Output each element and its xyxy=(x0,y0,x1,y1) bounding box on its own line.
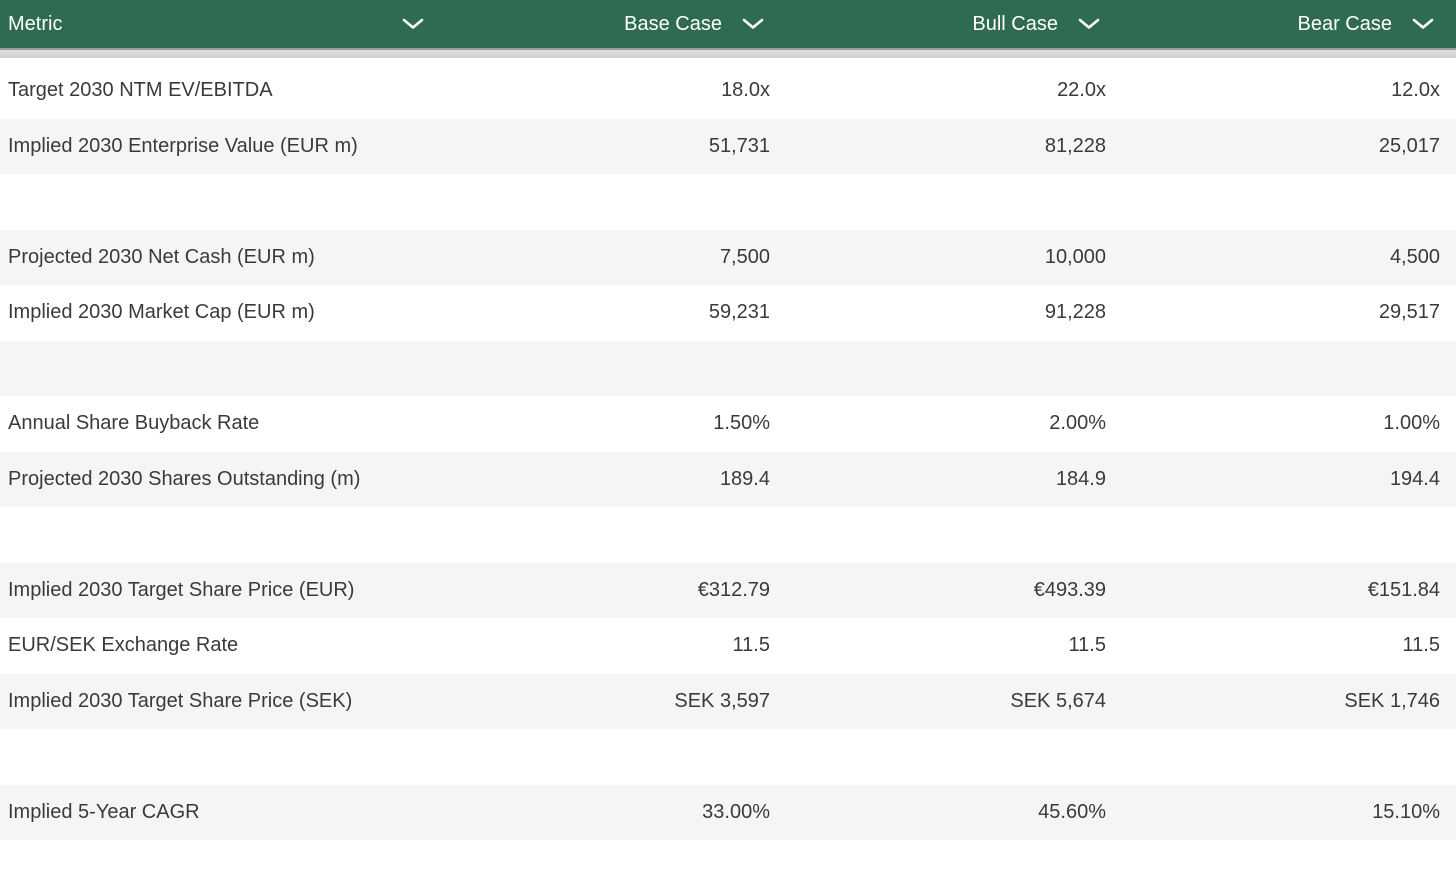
bull-case-value: 10,000 xyxy=(1044,245,1106,268)
header-base-case[interactable]: Base Case xyxy=(440,0,786,48)
bear-case-value: 29,517 xyxy=(1378,301,1440,324)
table-row: EUR/SEK Exchange Rate 11.5 11.5 11.5 xyxy=(0,618,1456,674)
base-case-value: 1.50% xyxy=(713,412,770,435)
bear-case-value: 25,017 xyxy=(1378,134,1440,157)
header-bear-case-label: Bear Case xyxy=(1297,12,1393,35)
bull-case-value: 11.5 xyxy=(1068,634,1106,657)
header-bull-case-label: Bull Case xyxy=(972,12,1058,35)
bull-case-value: 2.00% xyxy=(1049,412,1106,435)
header-base-case-label: Base Case xyxy=(624,12,722,35)
table-row-blank xyxy=(0,174,1456,230)
bull-case-value: 91,228 xyxy=(1044,301,1106,324)
base-case-value: 33.00% xyxy=(702,800,770,823)
bear-case-value: €151.84 xyxy=(1367,578,1440,601)
metric-label: Target 2030 NTM EV/EBITDA xyxy=(8,79,273,102)
bull-case-value: 184.9 xyxy=(1055,467,1106,490)
metric-label: Implied 2030 Market Cap (EUR m) xyxy=(8,301,315,324)
table-row: Implied 5-Year CAGR 33.00% 45.60% 15.10% xyxy=(0,784,1456,840)
bear-case-value: 4,500 xyxy=(1389,245,1440,268)
table-body: Target 2030 NTM EV/EBITDA 18.0x 22.0x 12… xyxy=(0,63,1456,840)
header-bull-case[interactable]: Bull Case xyxy=(786,0,1122,48)
table-row: Target 2030 NTM EV/EBITDA 18.0x 22.0x 12… xyxy=(0,63,1456,119)
metric-label: Projected 2030 Shares Outstanding (m) xyxy=(8,467,361,490)
bear-case-value: SEK 1,746 xyxy=(1344,689,1440,712)
table-row-blank xyxy=(0,340,1456,396)
table-row: Implied 2030 Target Share Price (SEK) SE… xyxy=(0,673,1456,729)
bull-case-value: 22.0x xyxy=(1057,79,1106,102)
header-bear-case[interactable]: Bear Case xyxy=(1122,0,1456,48)
bull-case-value: 45.60% xyxy=(1038,800,1106,823)
base-case-value: 59,231 xyxy=(708,301,770,324)
chevron-down-icon xyxy=(742,18,764,30)
bull-case-value: €493.39 xyxy=(1033,578,1106,601)
base-case-value: 7,500 xyxy=(719,245,770,268)
bear-case-value: 1.00% xyxy=(1383,412,1440,435)
metric-label: EUR/SEK Exchange Rate xyxy=(8,634,239,657)
bear-case-value: 12.0x xyxy=(1391,79,1440,102)
base-case-value: 11.5 xyxy=(732,634,770,657)
table-row: Annual Share Buyback Rate 1.50% 2.00% 1.… xyxy=(0,396,1456,452)
bull-case-value: SEK 5,674 xyxy=(1010,689,1106,712)
base-case-value: 51,731 xyxy=(708,134,770,157)
chevron-down-icon xyxy=(1412,18,1434,30)
metric-label: Implied 5-Year CAGR xyxy=(8,800,200,823)
base-case-value: SEK 3,597 xyxy=(674,689,770,712)
bear-case-value: 15.10% xyxy=(1372,800,1440,823)
table-row: Implied 2030 Market Cap (EUR m) 59,231 9… xyxy=(0,285,1456,341)
bear-case-value: 194.4 xyxy=(1389,467,1440,490)
metric-label: Implied 2030 Target Share Price (SEK) xyxy=(8,689,353,712)
metric-label: Projected 2030 Net Cash (EUR m) xyxy=(8,245,315,268)
table-row-blank xyxy=(0,729,1456,785)
metric-label: Implied 2030 Target Share Price (EUR) xyxy=(8,578,355,601)
metric-label: Annual Share Buyback Rate xyxy=(8,412,260,435)
header-body-gap xyxy=(0,58,1456,63)
table-row: Projected 2030 Shares Outstanding (m) 18… xyxy=(0,451,1456,507)
chevron-down-icon xyxy=(402,18,424,30)
chevron-down-icon xyxy=(1078,18,1100,30)
metric-label: Implied 2030 Enterprise Value (EUR m) xyxy=(8,134,358,157)
table-row-blank xyxy=(0,507,1456,563)
base-case-value: 18.0x xyxy=(721,79,770,102)
bear-case-value: 11.5 xyxy=(1402,634,1440,657)
horizontal-scrollbar[interactable] xyxy=(0,48,1456,58)
base-case-value: €312.79 xyxy=(697,578,770,601)
header-metric-label: Metric xyxy=(8,12,63,35)
table-row: Implied 2030 Enterprise Value (EUR m) 51… xyxy=(0,118,1456,174)
base-case-value: 189.4 xyxy=(719,467,770,490)
table-row: Implied 2030 Target Share Price (EUR) €3… xyxy=(0,562,1456,618)
table-row: Projected 2030 Net Cash (EUR m) 7,500 10… xyxy=(0,229,1456,285)
table-header: Metric Base Case Bull Case Bear Case xyxy=(0,0,1456,48)
header-metric[interactable]: Metric xyxy=(0,0,440,48)
bull-case-value: 81,228 xyxy=(1044,134,1106,157)
